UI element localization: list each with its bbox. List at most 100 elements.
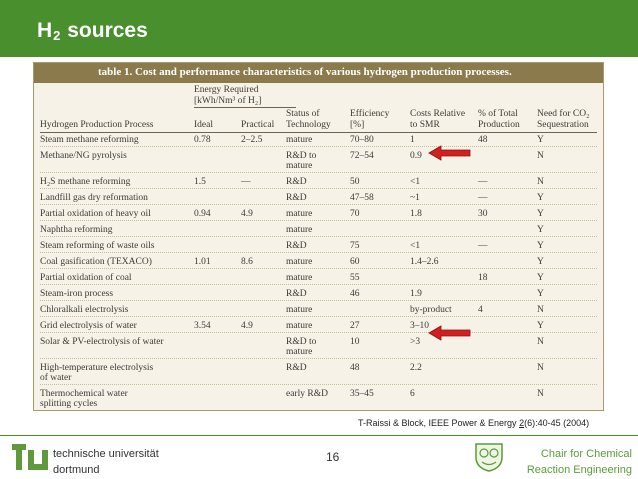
table-cell-sequestration: Y [537, 273, 544, 283]
table-cell-cost: 1.9 [410, 289, 422, 299]
table-cell-status: mature [286, 209, 313, 219]
table-cell-sequestration: Y [537, 209, 544, 219]
table-cell-practical: 8.6 [241, 257, 253, 267]
table-cell-cost: ~1 [410, 193, 420, 203]
page-number: 16 [326, 450, 340, 464]
table-cell-status: R&D [286, 177, 307, 187]
table-cell-share: 48 [478, 135, 488, 145]
table-cell-sequestration: Y [537, 225, 544, 235]
table-caption-bar: table 1. Cost and performance characteri… [34, 63, 603, 83]
table-cell-practical: — [241, 177, 251, 187]
table-cell-cost: by-product [410, 305, 452, 315]
row-separator [40, 268, 597, 269]
table-cell-sequestration: Y [537, 135, 544, 145]
university-name: technische universität dortmund [53, 448, 159, 476]
table-cell-status: mature [286, 225, 313, 235]
table-cell-process: High-temperature electrolysis of water [40, 363, 154, 383]
row-separator [40, 300, 597, 301]
footer-rule [0, 435, 638, 436]
table-cell-share: — [478, 241, 488, 251]
sequestration-column-header: Need for CO₂ Sequestration [537, 109, 590, 130]
row-separator [40, 332, 597, 333]
row-separator [40, 316, 597, 317]
table-cell-process: Chloralkali electrolysis [40, 305, 129, 315]
table-cell-sequestration: Y [537, 289, 544, 299]
table-cell-status: R&D [286, 241, 307, 251]
table-cell-efficiency: 10 [350, 337, 360, 347]
table-cell-ideal: 0.94 [194, 209, 211, 219]
table-cell-process: Steam reforming of waste oils [40, 241, 155, 251]
table-cell-status: mature [286, 305, 313, 315]
table-cell-practical: 2–2.5 [241, 135, 263, 145]
energy-group-rule [194, 107, 296, 108]
table-cell-sequestration: N [537, 151, 544, 161]
table-cell-share: — [478, 177, 488, 187]
table-cell-cost: 1.4–2.6 [410, 257, 439, 267]
cost-column-header: Costs Relative to SMR [410, 109, 466, 130]
table-cell-sequestration: N [537, 337, 544, 347]
table-cell-status: mature [286, 321, 313, 331]
share-column-header: % of Total Production [478, 109, 520, 130]
table-cell-cost: >3 [410, 337, 421, 347]
table-cell-efficiency: 70 [350, 209, 360, 219]
table-cell-sequestration: Y [537, 193, 544, 203]
table-cell-process: Steam methane reforming [40, 135, 139, 145]
ideal-column-header: Ideal [194, 120, 213, 130]
table-cell-sequestration: Y [537, 257, 544, 267]
table-cell-efficiency: 48 [350, 363, 360, 373]
table-cell-status: R&D [286, 289, 307, 299]
row-separator [40, 284, 597, 285]
table-cell-process: Grid electrolysis of water [40, 321, 137, 331]
table-cell-efficiency: 46 [350, 289, 360, 299]
table-cell-sequestration: Y [537, 321, 544, 331]
table-cell-process: Coal gasification (TEXACO) [40, 257, 152, 267]
tu-logo-icon [12, 444, 48, 470]
status-column-header: Status of Technology [286, 109, 331, 130]
table-cell-efficiency: 72–54 [350, 151, 374, 161]
row-separator [40, 172, 597, 173]
table-cell-process: Naphtha reforming [40, 225, 113, 235]
chair-seal-icon [475, 443, 503, 472]
table-cell-share: 18 [478, 273, 488, 283]
table-cell-process: Solar & PV-electrolysis of water [40, 337, 164, 347]
table-cell-sequestration: N [537, 177, 544, 187]
row-separator [40, 204, 597, 205]
table-cell-process: Thermochemical water splitting cycles [40, 389, 128, 409]
table-cell-share: — [478, 193, 488, 203]
citation-pages: (6):40-45 (2004) [524, 418, 590, 428]
table-cell-efficiency: 60 [350, 257, 360, 267]
table-cell-ideal: 3.54 [194, 321, 211, 331]
table-cell-sequestration: Y [537, 241, 544, 251]
table-cell-cost: 0.9 [410, 151, 422, 161]
table-cell-status: mature [286, 135, 313, 145]
row-separator [40, 358, 597, 359]
table-cell-sequestration: N [537, 389, 544, 399]
practical-column-header: Practical [241, 120, 275, 130]
table-cell-process: Partial oxidation of coal [40, 273, 132, 283]
citation-text: T-Raissi & Block, IEEE Power & Energy [358, 418, 520, 428]
citation-issue: 2 [519, 418, 525, 428]
table-cell-practical: 4.9 [241, 209, 253, 219]
table-cell-ideal: 1.5 [194, 177, 206, 187]
table-cell-efficiency: 47–58 [350, 193, 374, 203]
row-separator [40, 252, 597, 253]
source-citation: T-Raissi & Block, IEEE Power & Energy 2(… [358, 418, 589, 428]
table-caption: table 1. Cost and performance characteri… [98, 66, 512, 78]
table-cell-cost: <1 [410, 177, 421, 187]
table-cell-status: R&D [286, 363, 307, 373]
table-cell-efficiency: 50 [350, 177, 360, 187]
table-cell-status: mature [286, 273, 313, 283]
header-rule [40, 132, 597, 133]
table-cell-process: Partial oxidation of heavy oil [40, 209, 151, 219]
table-cell-status: early R&D [286, 389, 328, 399]
table-cell-sequestration: N [537, 363, 544, 373]
slide-title-main: H [37, 19, 53, 42]
table-cell-cost: 2.2 [410, 363, 422, 373]
table-cell-cost: 3–10 [410, 321, 429, 331]
table-cell-share: 4 [478, 305, 483, 315]
process-column-header: Hydrogen Production Process [40, 120, 154, 130]
efficiency-column-header: Efficiency [%] [350, 109, 390, 130]
table-cell-sequestration: N [537, 305, 544, 315]
highlight-arrow-solar-icon [428, 325, 471, 341]
row-separator [40, 220, 597, 221]
